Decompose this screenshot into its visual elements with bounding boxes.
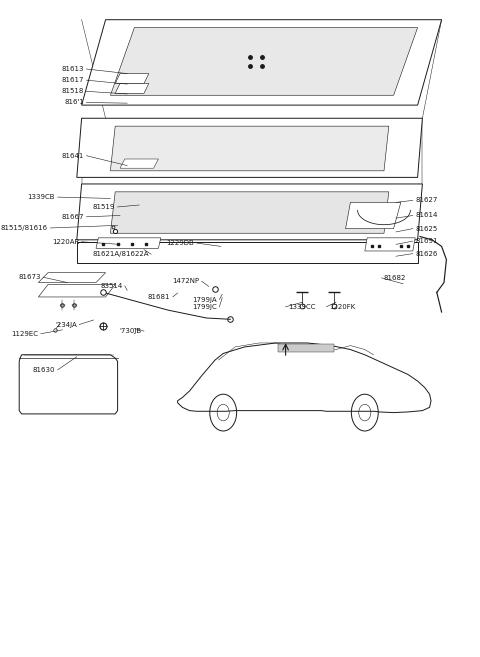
Text: 81625: 81625 bbox=[415, 225, 437, 232]
Polygon shape bbox=[115, 74, 149, 83]
Text: 81681: 81681 bbox=[148, 294, 170, 300]
Text: 81515/81616: 81515/81616 bbox=[1, 225, 48, 231]
Text: 1799JA: 1799JA bbox=[192, 296, 217, 303]
Polygon shape bbox=[38, 284, 115, 297]
Text: 83514: 83514 bbox=[100, 283, 122, 289]
Polygon shape bbox=[77, 184, 422, 240]
Text: 81613: 81613 bbox=[61, 66, 84, 72]
Text: 1472NP: 1472NP bbox=[172, 278, 199, 284]
Text: 81667: 81667 bbox=[61, 214, 84, 220]
Text: 81621A/81622A: 81621A/81622A bbox=[92, 251, 149, 258]
Polygon shape bbox=[110, 192, 389, 233]
Text: 81627: 81627 bbox=[415, 197, 438, 204]
Polygon shape bbox=[365, 238, 415, 251]
Text: 81691: 81691 bbox=[415, 238, 438, 244]
Text: 81519: 81519 bbox=[93, 204, 115, 210]
Text: 1339CB: 1339CB bbox=[28, 194, 55, 200]
Text: 81614: 81614 bbox=[415, 212, 438, 219]
Text: 1220AR: 1220AR bbox=[52, 238, 79, 245]
Polygon shape bbox=[19, 355, 118, 414]
Text: 81617: 81617 bbox=[61, 77, 84, 83]
Polygon shape bbox=[77, 242, 418, 263]
Text: 81518: 81518 bbox=[61, 88, 84, 95]
Text: 81626: 81626 bbox=[415, 250, 438, 257]
Polygon shape bbox=[82, 20, 442, 105]
Polygon shape bbox=[38, 273, 106, 283]
Polygon shape bbox=[77, 118, 422, 177]
Text: 1229DB: 1229DB bbox=[167, 240, 194, 246]
Text: 816'1: 816'1 bbox=[64, 99, 84, 106]
Polygon shape bbox=[278, 344, 334, 352]
Text: 1339CC: 1339CC bbox=[288, 304, 315, 310]
Text: 1799JC: 1799JC bbox=[192, 304, 217, 310]
Text: '730JB: '730JB bbox=[120, 328, 142, 334]
Text: 81673: 81673 bbox=[18, 274, 41, 281]
Text: '234JA: '234JA bbox=[55, 321, 77, 328]
Polygon shape bbox=[110, 126, 389, 171]
Text: 1129EC: 1129EC bbox=[12, 330, 38, 337]
Text: 1220FK: 1220FK bbox=[329, 304, 355, 310]
Polygon shape bbox=[115, 83, 149, 93]
Text: 81641: 81641 bbox=[61, 152, 84, 159]
Polygon shape bbox=[110, 28, 418, 95]
Polygon shape bbox=[346, 202, 401, 229]
Text: 81630: 81630 bbox=[33, 367, 55, 373]
Polygon shape bbox=[120, 159, 158, 168]
Polygon shape bbox=[178, 343, 431, 413]
Text: 81682: 81682 bbox=[384, 275, 407, 281]
Polygon shape bbox=[96, 238, 161, 248]
